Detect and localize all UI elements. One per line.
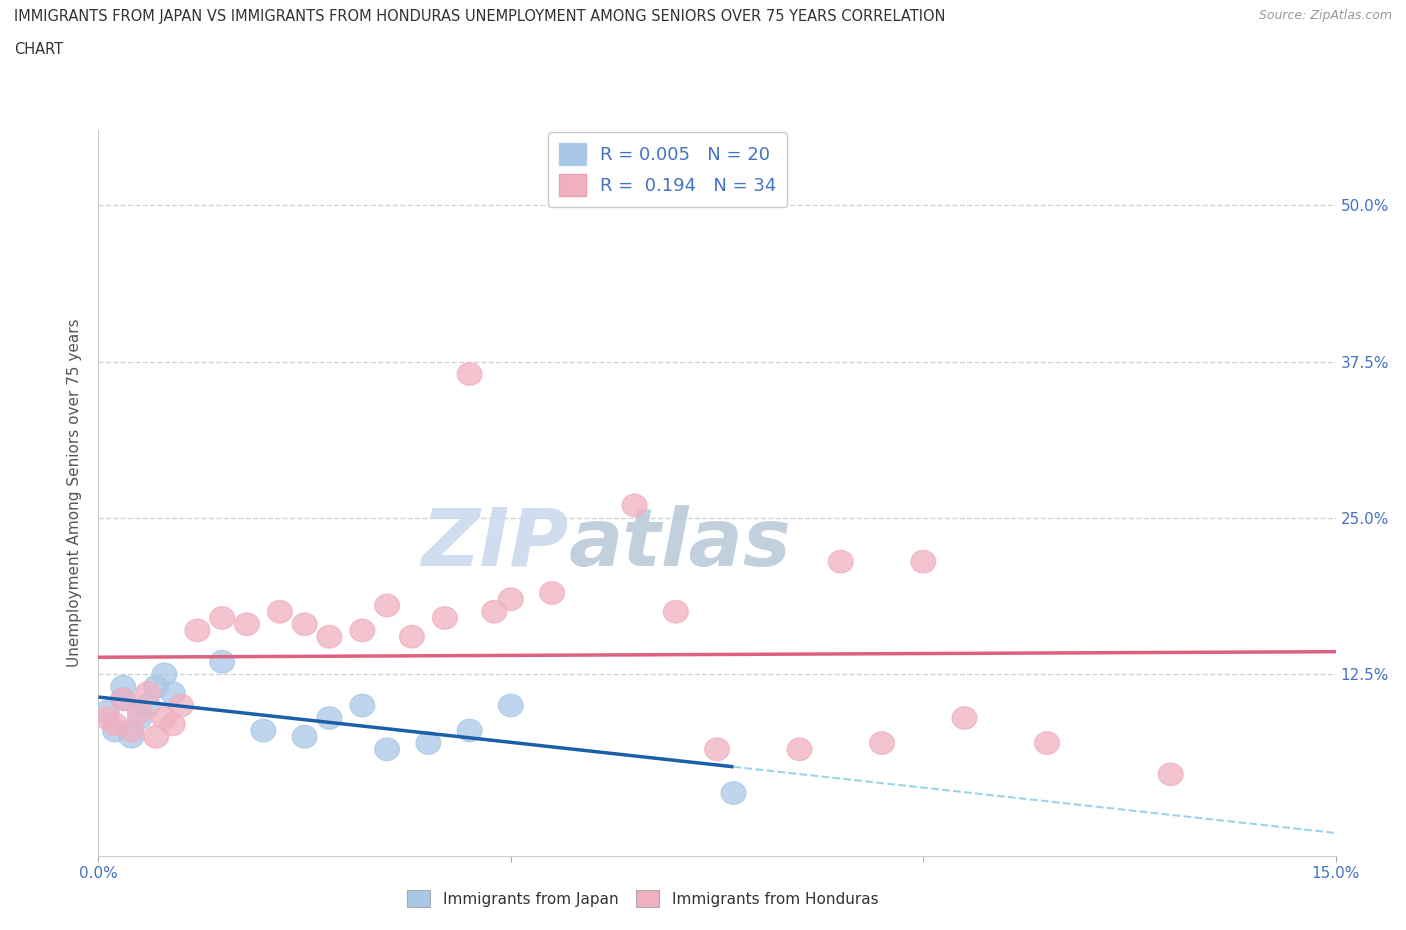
Ellipse shape bbox=[499, 588, 523, 610]
Text: Source: ZipAtlas.com: Source: ZipAtlas.com bbox=[1258, 9, 1392, 22]
Ellipse shape bbox=[160, 713, 186, 736]
Ellipse shape bbox=[267, 601, 292, 623]
Ellipse shape bbox=[235, 613, 259, 635]
Ellipse shape bbox=[111, 675, 135, 698]
Text: CHART: CHART bbox=[14, 42, 63, 57]
Ellipse shape bbox=[252, 719, 276, 742]
Ellipse shape bbox=[128, 700, 152, 723]
Ellipse shape bbox=[664, 601, 688, 623]
Ellipse shape bbox=[952, 707, 977, 729]
Ellipse shape bbox=[721, 782, 747, 804]
Ellipse shape bbox=[704, 738, 730, 761]
Ellipse shape bbox=[169, 695, 193, 717]
Ellipse shape bbox=[152, 707, 177, 729]
Ellipse shape bbox=[623, 494, 647, 517]
Ellipse shape bbox=[103, 713, 128, 736]
Ellipse shape bbox=[143, 725, 169, 748]
Ellipse shape bbox=[94, 707, 120, 729]
Ellipse shape bbox=[160, 682, 186, 704]
Ellipse shape bbox=[143, 675, 169, 698]
Ellipse shape bbox=[111, 688, 135, 711]
Text: ZIP: ZIP bbox=[422, 505, 568, 583]
Ellipse shape bbox=[457, 719, 482, 742]
Ellipse shape bbox=[540, 581, 564, 604]
Ellipse shape bbox=[292, 725, 316, 748]
Ellipse shape bbox=[316, 626, 342, 648]
Ellipse shape bbox=[375, 594, 399, 617]
Ellipse shape bbox=[457, 363, 482, 385]
Ellipse shape bbox=[128, 707, 152, 729]
Legend: Immigrants from Japan, Immigrants from Honduras: Immigrants from Japan, Immigrants from H… bbox=[401, 884, 884, 913]
Text: atlas: atlas bbox=[568, 505, 792, 583]
Ellipse shape bbox=[870, 732, 894, 754]
Ellipse shape bbox=[209, 606, 235, 630]
Ellipse shape bbox=[350, 695, 375, 717]
Ellipse shape bbox=[186, 619, 209, 642]
Ellipse shape bbox=[499, 695, 523, 717]
Ellipse shape bbox=[209, 650, 235, 673]
Ellipse shape bbox=[375, 738, 399, 761]
Ellipse shape bbox=[111, 688, 135, 711]
Ellipse shape bbox=[135, 695, 160, 717]
Ellipse shape bbox=[120, 719, 143, 742]
Text: IMMIGRANTS FROM JAPAN VS IMMIGRANTS FROM HONDURAS UNEMPLOYMENT AMONG SENIORS OVE: IMMIGRANTS FROM JAPAN VS IMMIGRANTS FROM… bbox=[14, 9, 946, 24]
Ellipse shape bbox=[316, 707, 342, 729]
Ellipse shape bbox=[120, 725, 143, 748]
Ellipse shape bbox=[482, 601, 506, 623]
Ellipse shape bbox=[433, 606, 457, 630]
Ellipse shape bbox=[350, 619, 375, 642]
Ellipse shape bbox=[787, 738, 811, 761]
Ellipse shape bbox=[1159, 763, 1182, 786]
Ellipse shape bbox=[103, 719, 128, 742]
Ellipse shape bbox=[152, 663, 177, 685]
Ellipse shape bbox=[911, 551, 935, 573]
Ellipse shape bbox=[416, 732, 440, 754]
Ellipse shape bbox=[135, 682, 160, 704]
Ellipse shape bbox=[94, 700, 120, 723]
Ellipse shape bbox=[1035, 732, 1059, 754]
Y-axis label: Unemployment Among Seniors over 75 years: Unemployment Among Seniors over 75 years bbox=[67, 319, 83, 667]
Ellipse shape bbox=[828, 551, 853, 573]
Ellipse shape bbox=[292, 613, 316, 635]
Ellipse shape bbox=[399, 626, 425, 648]
